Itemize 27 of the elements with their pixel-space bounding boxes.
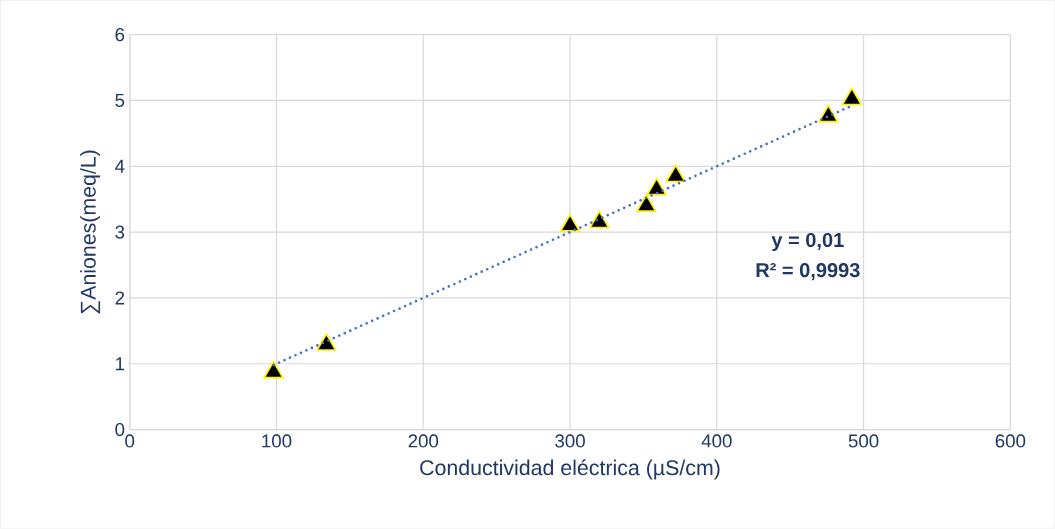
y-tick-label: 3 xyxy=(115,225,125,239)
x-axis-title: Conductividad eléctrica (µS/cm) xyxy=(420,459,720,480)
y-tick-label: 2 xyxy=(115,291,125,305)
x-tick-label: 400 xyxy=(701,434,732,448)
point xyxy=(818,104,839,123)
point xyxy=(559,214,581,232)
y-tick-label: 5 xyxy=(115,94,125,108)
x-tick-label: 200 xyxy=(408,434,439,448)
x-tick-label: 500 xyxy=(848,434,879,448)
y-tick-label: 6 xyxy=(115,28,125,42)
point xyxy=(263,361,284,379)
y-tick-label: 1 xyxy=(116,357,125,371)
point xyxy=(646,178,667,196)
y-axis-title: ∑Aniones(meq/L) xyxy=(80,150,101,314)
point xyxy=(665,164,686,183)
annotation: y = 0,01 xyxy=(771,233,844,252)
annotation: R² = 0,9993 xyxy=(756,263,860,281)
x-tick-label: 0 xyxy=(125,434,135,448)
point xyxy=(841,87,862,106)
y-tick-label: 0 xyxy=(115,423,125,437)
x-tick-label: 600 xyxy=(995,434,1026,448)
point xyxy=(636,194,657,213)
point xyxy=(316,333,337,352)
point xyxy=(589,210,610,229)
x-tick-label: 100 xyxy=(262,434,292,448)
x-tick-label: 300 xyxy=(555,434,585,448)
y-tick-label: 4 xyxy=(115,160,125,173)
